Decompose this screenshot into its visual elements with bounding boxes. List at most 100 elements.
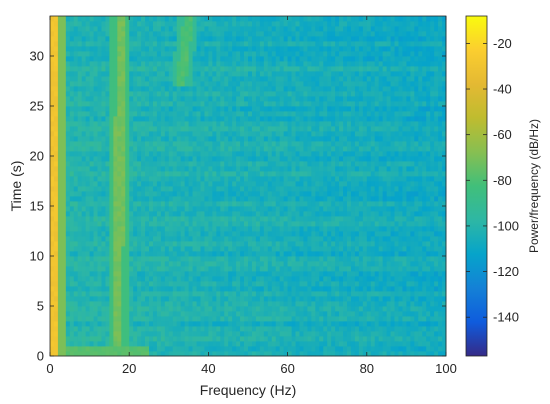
heatmap-cell [339,191,344,197]
heatmap-cell [121,221,126,227]
heatmap-cell [263,301,269,307]
heatmap-cell [271,311,277,317]
heatmap-cell [77,336,83,342]
heatmap-cell [240,166,245,172]
heatmap-cell [319,241,324,247]
heatmap-cell [69,311,75,317]
heatmap-cell [358,201,364,207]
heatmap-cell [307,171,312,177]
heatmap-cell [426,151,431,157]
heatmap-cell [350,316,356,322]
heatmap-cell [149,316,154,322]
heatmap-cell [287,131,292,137]
heatmap-cell [180,336,186,342]
heatmap-cell [339,131,344,137]
heatmap-cell [232,161,237,167]
heatmap-cell [160,321,166,327]
heatmap-cell [279,151,285,157]
heatmap-cell [362,316,368,322]
heatmap-cell [196,231,201,237]
heatmap-cell [358,291,364,297]
heatmap-cell [358,171,364,177]
heatmap-cell [69,176,75,182]
heatmap-cell [164,316,170,322]
heatmap-cell [295,261,300,267]
heatmap-cell [295,196,300,202]
heatmap-cell [311,166,316,172]
heatmap-cell [156,346,162,352]
heatmap-cell [343,231,348,237]
heatmap-cell [335,341,340,347]
heatmap-cell [152,301,158,307]
heatmap-cell [275,231,281,237]
heatmap-cell [216,176,221,182]
heatmap-cell [370,126,376,132]
heatmap-cell [283,186,288,192]
heatmap-cell [200,161,205,167]
heatmap-cell [232,196,237,202]
heatmap-cell [244,351,249,357]
heatmap-cell [347,181,352,187]
heatmap-cell [50,341,55,347]
heatmap-cell [168,246,174,252]
heatmap-cell [402,206,407,212]
heatmap-cell [275,216,281,222]
heatmap-cell [149,181,154,187]
heatmap-cell [299,226,304,232]
heatmap-cell [386,346,391,352]
heatmap-cell [129,226,134,232]
heatmap-cell [216,306,221,312]
heatmap-cell [188,271,193,277]
heatmap-cell [145,241,150,247]
heatmap-cell [200,261,205,267]
heatmap-cell [267,266,273,272]
heatmap-cell [61,236,67,242]
heatmap-cell [188,141,193,147]
heatmap-cell [73,206,79,212]
heatmap-cell [366,266,372,272]
heatmap-cell [299,266,304,272]
heatmap-cell [137,311,142,317]
heatmap-cell [331,271,336,277]
heatmap-cell [109,181,114,187]
heatmap-cell [188,251,193,257]
heatmap-cell [220,131,225,137]
heatmap-cell [311,106,316,112]
heatmap-cell [410,266,415,272]
heatmap-cell [236,181,241,187]
heatmap-cell [438,161,443,167]
heatmap-cell [410,286,415,292]
heatmap-cell [73,186,79,192]
heatmap-cell [164,151,170,157]
heatmap-cell [295,231,300,237]
heatmap-cell [370,226,376,232]
heatmap-cell [152,156,158,162]
heatmap-cell [323,156,328,162]
heatmap-cell [113,281,118,287]
heatmap-cell [188,241,193,247]
heatmap-cell [164,166,170,172]
heatmap-cell [244,206,249,212]
heatmap-cell [204,221,209,227]
heatmap-cell [184,351,189,357]
heatmap-cell [394,226,399,232]
heatmap-cell [172,111,178,117]
heatmap-cell [295,161,300,167]
heatmap-cell [299,351,304,357]
heatmap-cell [315,241,320,247]
heatmap-cell [394,306,399,312]
heatmap-cell [303,301,308,307]
heatmap-cell [180,291,186,297]
heatmap-cell [434,146,439,152]
heatmap-cell [299,126,304,132]
heatmap-cell [366,221,372,227]
heatmap-cell [410,191,415,197]
heatmap-cell [335,316,340,322]
heatmap-cell [259,236,265,242]
heatmap-cell [422,351,427,357]
heatmap-cell [133,276,138,282]
heatmap-cell [426,331,431,337]
heatmap-cell [248,266,253,272]
heatmap-cell [240,206,245,212]
heatmap-cell [141,261,146,267]
